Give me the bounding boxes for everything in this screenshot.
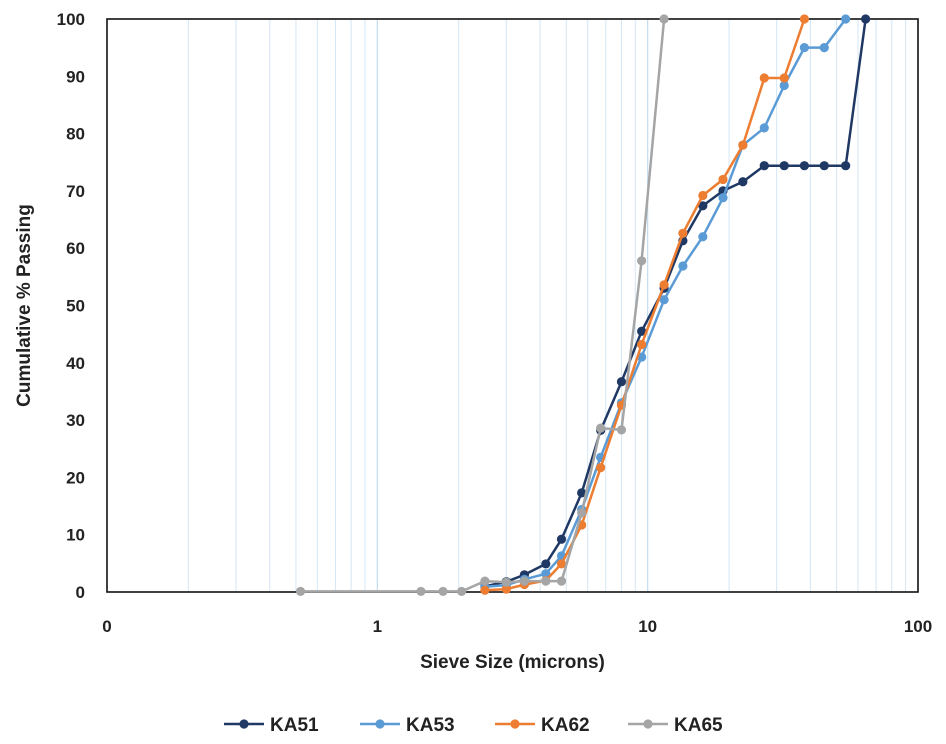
y-tick-label: 100 <box>57 10 85 29</box>
legend-label: KA53 <box>406 715 455 736</box>
x-tick-label: 100 <box>904 617 932 636</box>
data-point <box>738 140 748 150</box>
x-axis-title: Sieve Size (microns) <box>420 652 605 673</box>
series-ka65 <box>295 14 669 597</box>
y-tick-label: 80 <box>66 125 85 144</box>
legend-item-ka65: KA65 <box>628 715 723 736</box>
data-point <box>616 425 627 435</box>
data-point <box>616 377 627 387</box>
data-point <box>480 585 490 595</box>
data-point <box>596 463 606 473</box>
series-ka53 <box>480 14 851 592</box>
data-point <box>295 586 306 597</box>
data-point <box>738 177 748 187</box>
x-tick-labels: 0 1 10 100 <box>102 617 932 636</box>
x-tick-label: 1 <box>373 617 382 636</box>
legend-swatch-marker <box>375 719 385 729</box>
data-point <box>637 326 647 336</box>
data-point <box>841 14 851 24</box>
data-point <box>718 193 728 203</box>
y-tick-label: 60 <box>66 239 85 258</box>
data-point <box>556 534 567 544</box>
plot-frame <box>106 18 919 593</box>
x-tick-label: 10 <box>638 617 657 636</box>
data-point <box>841 161 851 171</box>
data-point <box>596 423 606 433</box>
data-point <box>698 201 708 211</box>
data-point <box>556 559 567 569</box>
y-tick-label: 0 <box>76 583 85 602</box>
data-point <box>799 43 810 53</box>
data-point <box>678 261 688 271</box>
series-line <box>300 18 666 593</box>
legend-label: KA65 <box>674 715 723 736</box>
data-point <box>480 576 490 586</box>
data-point <box>416 586 426 597</box>
series-ka62 <box>480 14 810 595</box>
legend-swatch-marker <box>510 719 520 729</box>
y-axis-title: Cumulative % Passing <box>14 204 35 407</box>
data-point <box>819 161 829 171</box>
data-point <box>779 80 789 91</box>
x-tick-label: 0 <box>102 617 111 636</box>
series-layer <box>295 14 871 597</box>
data-point <box>556 576 567 586</box>
data-point <box>541 576 551 586</box>
series-line <box>484 18 806 592</box>
data-point <box>637 256 647 266</box>
legend-swatch-marker <box>239 719 249 729</box>
y-tick-label: 10 <box>66 526 85 545</box>
data-point <box>779 161 789 171</box>
data-point <box>659 295 669 305</box>
data-point <box>659 280 669 290</box>
data-point <box>501 577 511 587</box>
data-point <box>718 174 728 185</box>
data-point <box>637 339 647 350</box>
legend-label: KA51 <box>270 715 319 736</box>
data-point <box>819 43 829 53</box>
data-point <box>759 161 769 171</box>
legend: KA51 KA53 KA62 KA65 <box>224 715 723 736</box>
data-point <box>759 123 769 133</box>
data-point <box>577 508 587 518</box>
data-point <box>779 73 789 83</box>
series-line <box>484 18 867 588</box>
legend-swatch-marker <box>643 719 653 729</box>
data-point <box>519 576 530 586</box>
data-point <box>799 14 810 24</box>
y-tick-labels: 0 10 20 30 40 50 60 70 80 90 100 <box>57 10 85 602</box>
data-point <box>438 586 448 597</box>
y-tick-label: 40 <box>66 354 85 373</box>
data-point <box>659 14 669 24</box>
data-point <box>678 228 688 238</box>
legend-label: KA62 <box>541 715 590 736</box>
data-point <box>577 488 587 498</box>
y-tick-label: 50 <box>66 297 85 316</box>
data-point <box>501 584 511 594</box>
data-point <box>541 569 551 579</box>
y-tick-label: 20 <box>66 468 85 487</box>
legend-item-ka51: KA51 <box>224 715 319 736</box>
grid <box>187 19 907 592</box>
series-ka51 <box>480 14 871 591</box>
y-tick-label: 70 <box>66 182 85 201</box>
data-point <box>759 73 769 83</box>
data-point <box>541 559 551 569</box>
y-tick-label: 90 <box>66 67 85 86</box>
data-point <box>698 190 708 201</box>
legend-item-ka53: KA53 <box>360 715 455 736</box>
data-point <box>861 14 871 24</box>
data-point <box>698 232 708 242</box>
legend-item-ka62: KA62 <box>495 715 590 736</box>
y-tick-label: 30 <box>66 411 85 430</box>
data-point <box>799 161 810 171</box>
data-point <box>457 586 467 597</box>
